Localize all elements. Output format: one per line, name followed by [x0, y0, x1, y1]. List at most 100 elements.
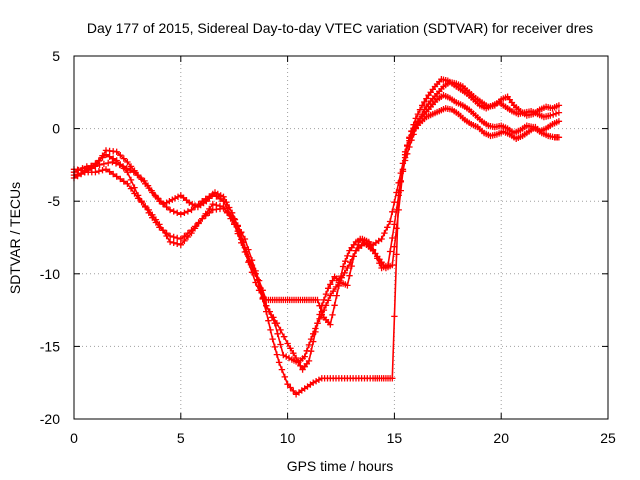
data-point-marker: [404, 142, 411, 150]
data-point-marker: [234, 222, 241, 229]
data-point-marker: [314, 320, 321, 327]
data-point-marker: [419, 102, 426, 109]
y-tick-label: -10: [40, 266, 60, 282]
data-point-marker: [280, 333, 288, 340]
data-point-marker: [188, 206, 195, 214]
data-point-marker: [389, 208, 396, 215]
data-point-marker: [145, 206, 152, 214]
data-point-marker: [163, 232, 170, 240]
data-point-marker: [106, 168, 113, 175]
y-tick-label: 0: [52, 121, 60, 137]
data-point-marker: [102, 151, 110, 158]
data-point-marker: [95, 168, 103, 175]
data-point-marker: [100, 160, 108, 168]
data-point-marker: [290, 387, 297, 395]
data-point-marker: [206, 193, 213, 200]
data-point-marker: [149, 211, 156, 218]
data-point-marker: [275, 359, 283, 366]
data-point-marker: [555, 109, 563, 116]
data-point-marker: [305, 341, 313, 349]
data-point-marker: [555, 134, 563, 141]
data-point-marker: [329, 311, 336, 319]
data-point-marker: [344, 282, 351, 289]
data-point-marker: [124, 158, 131, 166]
x-tick-label: 0: [70, 430, 78, 446]
data-point-marker: [337, 273, 345, 280]
data-point-marker: [96, 161, 103, 169]
x-tick-label: 20: [493, 430, 509, 446]
data-point-marker: [184, 208, 192, 215]
data-point-marker: [245, 246, 252, 253]
data-point-marker: [386, 248, 394, 255]
data-point-marker: [241, 235, 249, 243]
data-point-marker: [259, 287, 266, 294]
data-point-marker: [163, 203, 170, 211]
data-point-marker: [374, 255, 381, 262]
y-tick-label: 5: [52, 48, 60, 64]
data-point-marker: [547, 112, 554, 119]
data-point-marker: [372, 250, 379, 257]
data-point-marker: [234, 230, 241, 237]
series-track-4: [70, 105, 563, 328]
data-point-marker: [184, 233, 192, 241]
data-point-marker: [327, 321, 334, 328]
data-point-marker: [265, 317, 272, 324]
x-tick-label: 25: [600, 430, 616, 446]
data-point-marker: [231, 221, 238, 228]
data-point-marker: [186, 199, 193, 206]
data-point-marker: [191, 225, 199, 232]
data-point-marker: [295, 358, 302, 366]
data-point-marker: [555, 118, 563, 125]
data-point-marker: [220, 198, 227, 205]
data-point-marker: [152, 216, 160, 223]
y-tick-label: -20: [40, 411, 60, 427]
data-point-marker: [281, 373, 288, 381]
data-point-marker: [287, 345, 294, 352]
data-point-marker: [177, 241, 184, 248]
data-point-marker: [231, 215, 238, 222]
data-point-marker: [195, 220, 202, 227]
data-point-marker: [391, 243, 398, 250]
data-point-marker: [138, 199, 145, 206]
data-point-marker: [399, 166, 407, 173]
data-point-marker: [110, 155, 117, 162]
axis-ticks: [73, 55, 609, 420]
data-point-marker: [274, 330, 281, 337]
y-tick-label: -15: [40, 338, 60, 354]
x-tick-labels: 0 5 10 15 20 25: [70, 430, 616, 446]
data-point-marker: [156, 221, 163, 228]
data-point-marker: [333, 292, 340, 299]
data-point-marker: [199, 215, 206, 222]
data-point-marker: [346, 272, 353, 279]
data-point-marker: [113, 148, 120, 155]
data-point-marker: [248, 257, 256, 264]
data-point-marker: [330, 288, 337, 295]
data-point-marker: [156, 198, 163, 205]
x-tick-label: 15: [387, 430, 403, 446]
data-point-marker: [106, 153, 113, 160]
data-point-marker: [217, 192, 224, 199]
data-point-marker: [344, 252, 351, 260]
data-point-marker: [283, 353, 290, 360]
data-point-marker: [120, 178, 127, 185]
data-point-marker: [391, 221, 398, 228]
data-point-marker: [310, 338, 317, 345]
data-point-marker: [365, 238, 372, 246]
data-point-marker: [166, 238, 174, 246]
data-point-marker: [381, 229, 388, 237]
data-point-marker: [271, 343, 278, 351]
data-point-marker: [263, 302, 270, 309]
data-point-marker: [367, 242, 375, 249]
data-point-marker: [138, 176, 145, 183]
data-point-marker: [149, 189, 156, 196]
data-point-marker: [327, 292, 334, 299]
data-point-marker: [378, 235, 385, 243]
data-point-marker: [238, 239, 245, 246]
data-point-marker: [344, 264, 351, 272]
data-point-marker: [384, 261, 392, 269]
data-point-marker: [401, 154, 409, 161]
data-point-marker: [350, 253, 357, 260]
data-point-marker: [170, 239, 177, 246]
data-point-marker: [220, 205, 227, 212]
